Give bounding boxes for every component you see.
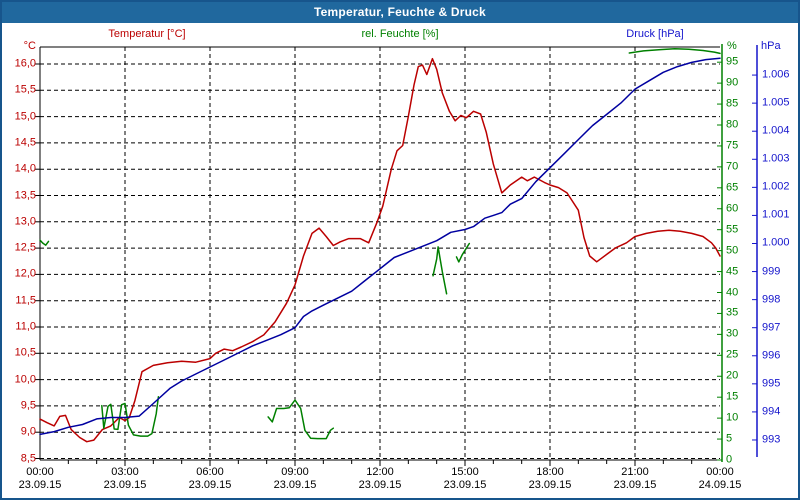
- humidity-tick-label: 80: [726, 118, 739, 131]
- humidity-curve-segment: [101, 396, 160, 437]
- pressure-tick-label: 998: [762, 293, 781, 306]
- temperature-tick-label: 11,0: [15, 320, 36, 333]
- legend-humidity-label: rel. Feuchte [%]: [361, 28, 439, 40]
- date-label: 24.09.15: [698, 479, 742, 491]
- date-label: 23.09.15: [443, 479, 487, 491]
- pressure-curve: [39, 57, 721, 436]
- humidity-tick-label: 10: [726, 411, 739, 424]
- pressure-axis-unit: hPa: [761, 40, 781, 52]
- pressure-tick-label: 1.006: [762, 68, 790, 81]
- time-label: 15:00: [451, 466, 479, 478]
- humidity-tick-label: 35: [726, 306, 739, 319]
- humidity-tick-label: 90: [726, 76, 739, 89]
- date-label: 23.09.15: [358, 479, 402, 491]
- pressure-tick-label: 996: [762, 349, 781, 362]
- legend-temperature-label: Temperatur [°C]: [108, 28, 186, 40]
- pressure-tick-label: 997: [762, 321, 781, 334]
- temperature-tick-label: 14,5: [14, 136, 36, 149]
- temperature-tick-label: 13,0: [14, 215, 36, 228]
- pressure-tick-label: 1.001: [762, 208, 790, 221]
- time-label: 00:00: [26, 466, 54, 478]
- time-label: 03:00: [111, 466, 139, 478]
- time-label: 12:00: [366, 466, 394, 478]
- temperature-tick-label: 13,5: [14, 189, 36, 201]
- pressure-tick-label: 1.004: [762, 124, 790, 137]
- humidity-axis-unit: %: [727, 40, 737, 52]
- humidity-curve-segment: [432, 246, 448, 295]
- pressure-tick-label: 1.000: [762, 236, 790, 249]
- temperature-tick-label: 15,0: [14, 110, 36, 123]
- date-label: 23.09.15: [613, 479, 657, 491]
- humidity-tick-label: 85: [726, 97, 739, 110]
- time-label: 09:00: [281, 466, 309, 478]
- humidity-tick-label: 65: [726, 181, 739, 194]
- temperature-tick-label: 10,0: [14, 373, 36, 386]
- temperature-tick-label: 16,0: [14, 57, 36, 70]
- humidity-curve-segment: [455, 242, 471, 263]
- pressure-tick-label: 1.005: [762, 96, 790, 109]
- date-label: 23.09.15: [103, 479, 147, 491]
- humidity-tick-label: 70: [726, 160, 739, 173]
- time-label: 21:00: [621, 466, 649, 478]
- humidity-tick-label: 40: [726, 286, 739, 298]
- humidity-tick-label: 5: [726, 432, 733, 445]
- pressure-tick-label: 994: [762, 405, 781, 418]
- pressure-tick-label: 1.003: [762, 152, 790, 165]
- pressure-tick-label: 999: [762, 265, 781, 278]
- temperature-axis-unit: °C: [23, 40, 36, 52]
- humidity-tick-label: 55: [726, 223, 739, 236]
- humidity-curve-segment: [267, 399, 335, 440]
- date-label: 23.09.15: [273, 479, 317, 491]
- temperature-tick-label: 12,0: [14, 267, 36, 280]
- temperature-tick-label: 14,0: [14, 162, 36, 175]
- humidity-tick-label: 25: [726, 348, 739, 361]
- pressure-tick-label: 995: [762, 377, 781, 390]
- humidity-tick-label: 30: [726, 327, 739, 340]
- humidity-tick-label: 50: [726, 244, 739, 257]
- time-label: 00:00: [706, 466, 734, 478]
- humidity-curve-segment: [628, 48, 721, 55]
- temperature-tick-label: 15,5: [14, 83, 36, 96]
- pressure-tick-label: 1.002: [762, 180, 790, 193]
- humidity-tick-label: 20: [726, 369, 739, 382]
- date-label: 23.09.15: [528, 479, 572, 491]
- date-label: 23.09.15: [188, 479, 232, 491]
- humidity-tick-label: 45: [726, 265, 739, 278]
- temperature-tick-label: 8,5: [20, 452, 36, 464]
- humidity-tick-label: 95: [726, 55, 739, 68]
- temperature-tick-label: 9,0: [20, 425, 36, 438]
- time-label: 18:00: [536, 466, 564, 478]
- temperature-curve: [39, 57, 721, 443]
- temperature-tick-label: 11,5: [15, 294, 36, 307]
- window-title: Temperatur, Feuchte & Druck: [2, 2, 798, 23]
- humidity-curve-segment: [39, 239, 50, 246]
- humidity-tick-label: 75: [726, 139, 739, 152]
- temperature-tick-label: 12,5: [14, 241, 36, 254]
- pressure-tick-label: 993: [762, 433, 781, 446]
- humidity-tick-label: 15: [726, 390, 739, 403]
- temperature-tick-label: 10,5: [14, 346, 36, 359]
- humidity-tick-label: 0: [726, 453, 733, 466]
- legend-pressure-label: Druck [hPa]: [626, 28, 684, 40]
- temperature-tick-label: 9,5: [20, 399, 36, 412]
- date-label: 23.09.15: [18, 479, 62, 491]
- time-label: 06:00: [196, 466, 224, 478]
- humidity-tick-label: 60: [726, 202, 739, 215]
